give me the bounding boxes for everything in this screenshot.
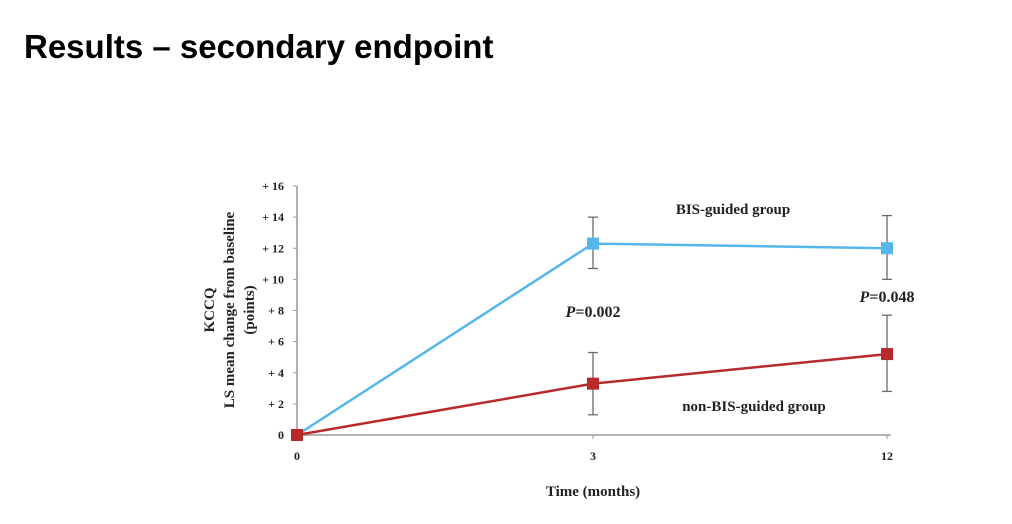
x-tick-label: 0 (294, 449, 300, 463)
p-symbol: P (565, 304, 576, 321)
slide-title: Results – secondary endpoint (24, 28, 494, 65)
p-value-annotation: P=0.048 (859, 289, 915, 306)
y-tick-label: + 14 (262, 210, 284, 224)
y-axis-label-line: LS mean change from baseline (222, 211, 238, 408)
p-value: =0.048 (869, 289, 914, 306)
x-axis-label: Time (months) (546, 484, 640, 500)
series-point (587, 237, 599, 250)
y-tick-label: 0 (278, 428, 284, 442)
y-tick-label: + 6 (268, 335, 284, 349)
y-tick-label: + 10 (262, 272, 284, 286)
p-value-annotation: P=0.002 (565, 304, 621, 321)
p-value: =0.002 (575, 304, 620, 321)
y-axis-label-line: (points) (242, 285, 258, 334)
y-axis-label: KCCQ LS mean change from baseline (points) (202, 211, 258, 408)
x-tick-label: 3 (590, 449, 596, 463)
series-point (881, 242, 893, 255)
series-point (291, 429, 303, 441)
y-tick-label: + 12 (262, 241, 284, 255)
series-point (587, 377, 599, 390)
series-label: BIS-guided group (676, 202, 790, 218)
p-symbol: P (859, 289, 870, 306)
series-line (296, 352, 888, 437)
y-tick-label: + 2 (268, 397, 284, 411)
series-point (881, 348, 893, 361)
y-tick-label: + 8 (268, 304, 284, 318)
y-tick-label: + 4 (268, 366, 284, 380)
x-tick-label: 12 (881, 449, 893, 463)
y-axis-label-line: KCCQ (202, 287, 218, 332)
series-label: non-BIS-guided group (682, 399, 826, 415)
y-tick-label: + 16 (262, 179, 284, 193)
